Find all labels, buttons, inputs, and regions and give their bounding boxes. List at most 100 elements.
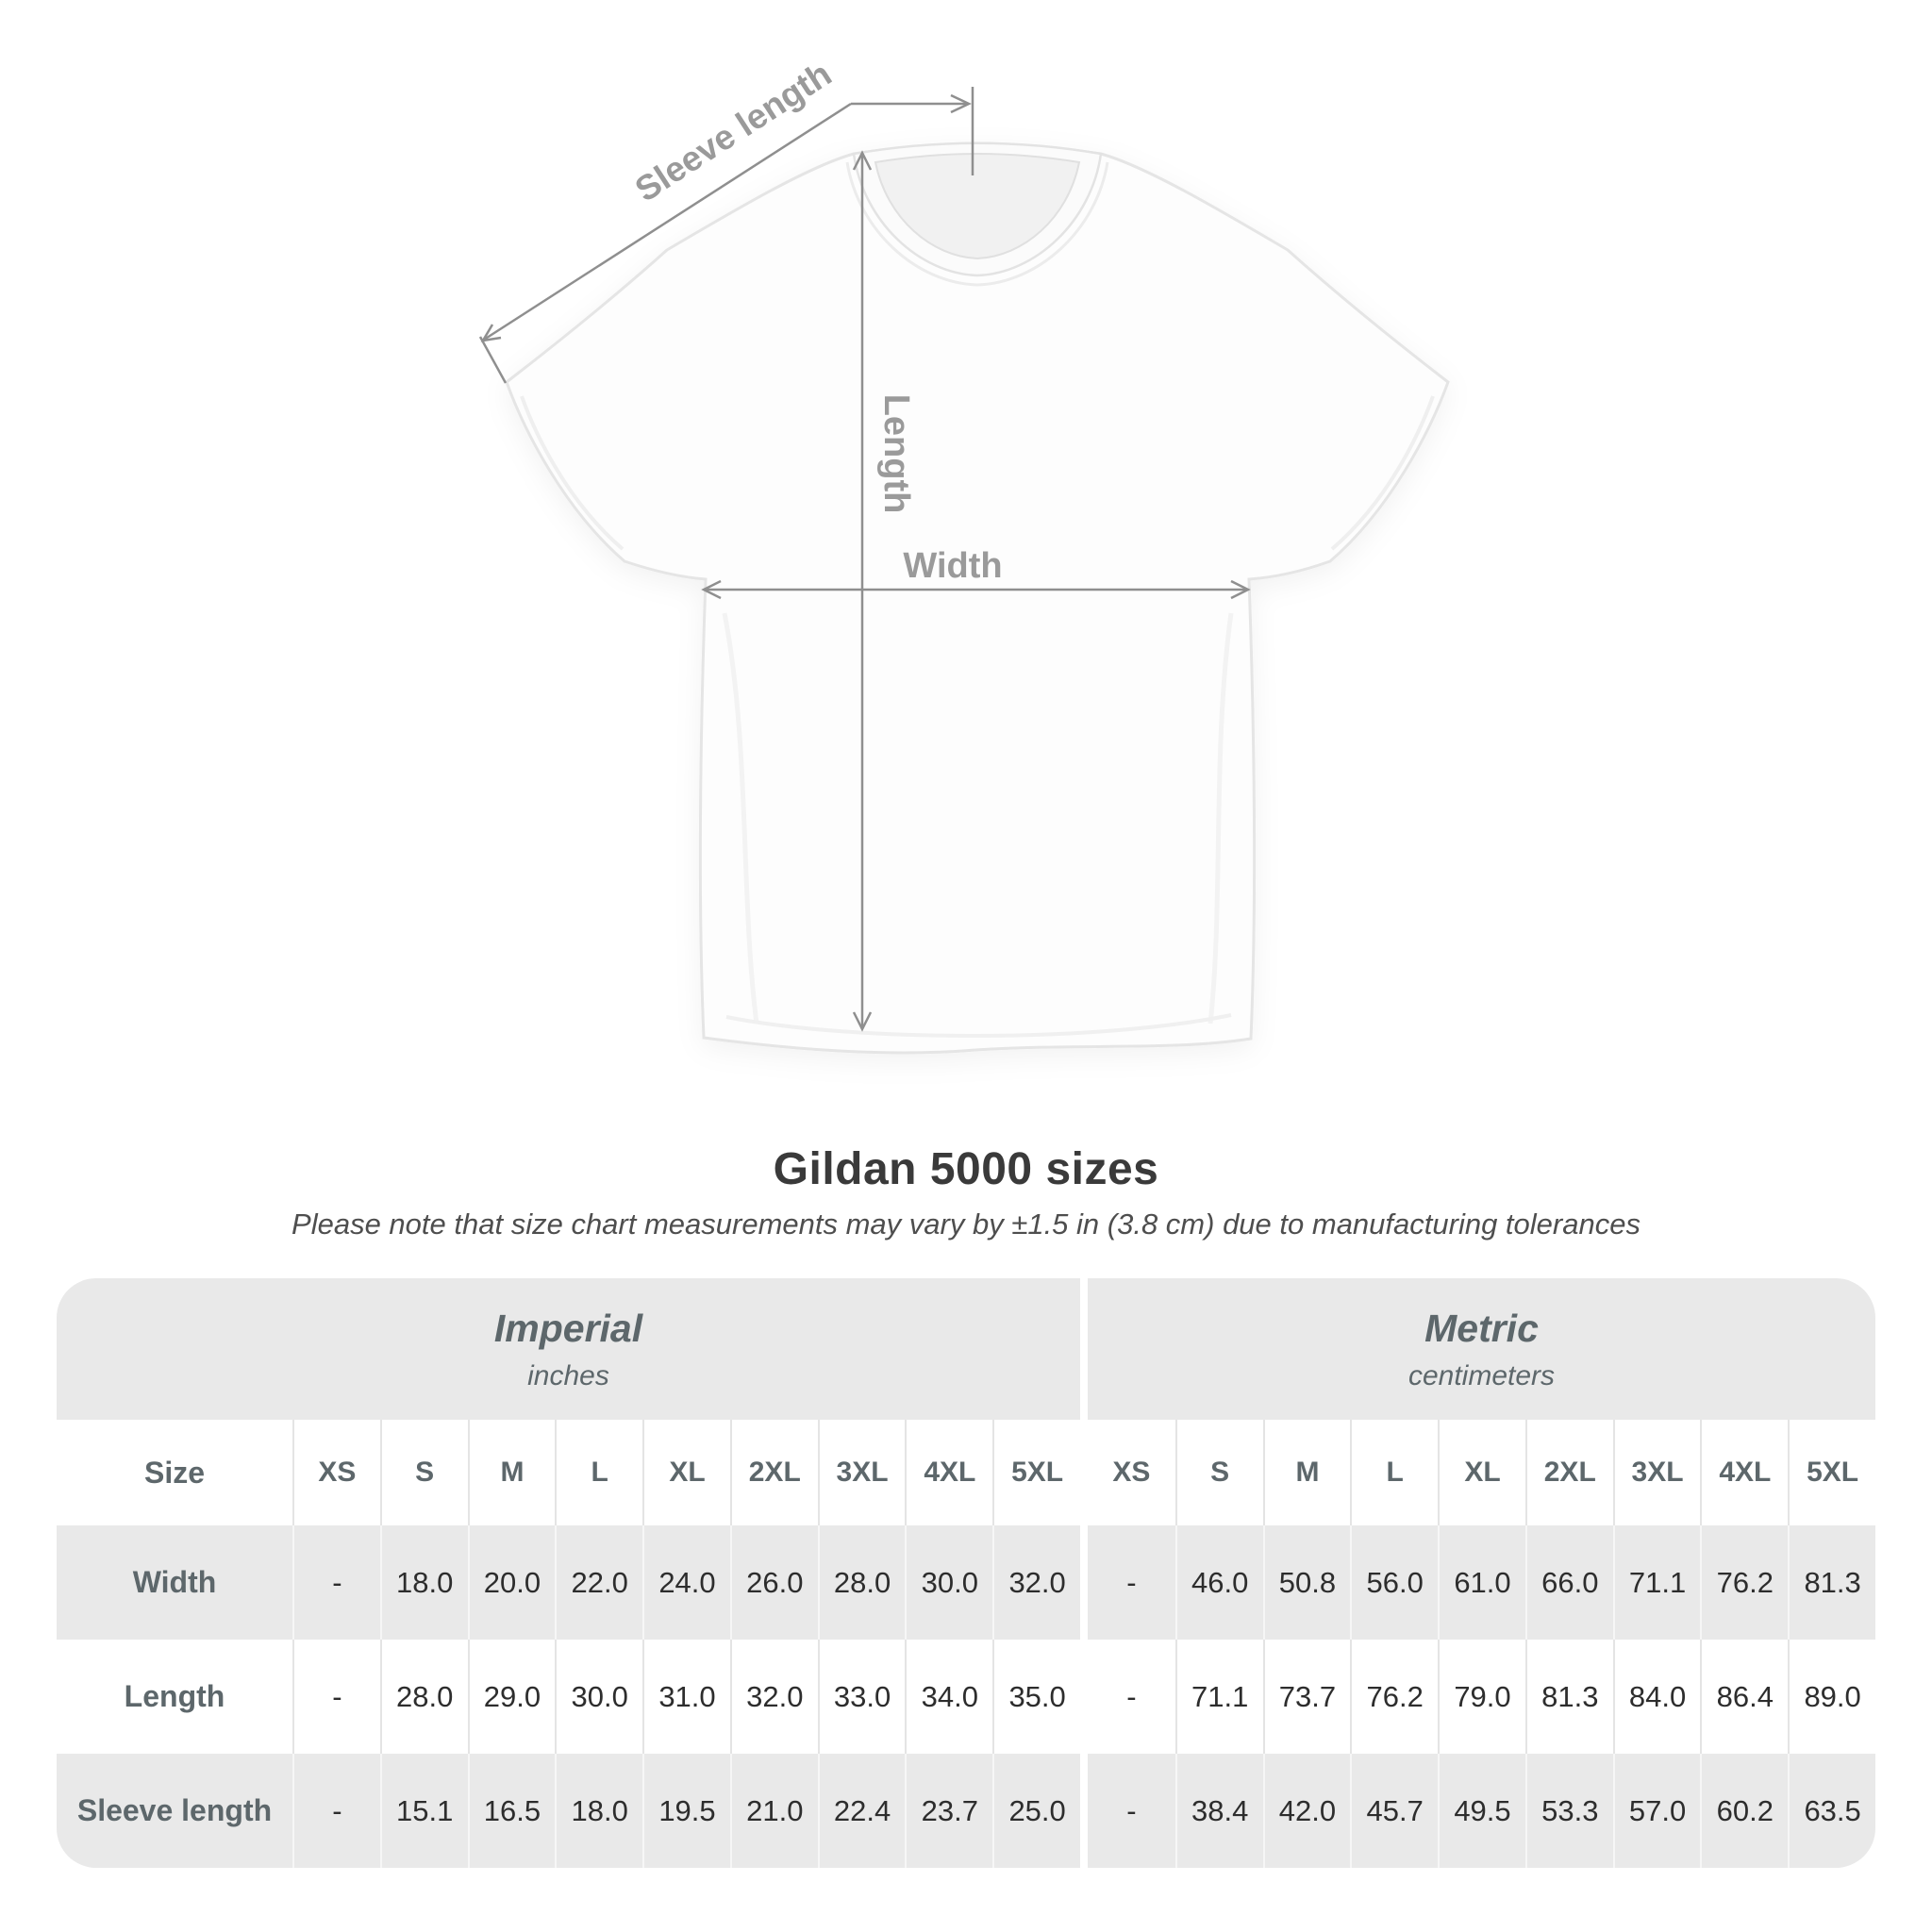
cell: 81.3 (1788, 1525, 1875, 1640)
col-header-imperial-2xl: 2XL (729, 1420, 818, 1525)
width-label: Width (903, 546, 1002, 586)
arrowhead-down-icon (852, 1011, 873, 1032)
size-header-row: Size XS S M L XL 2XL 3XL 4XL 5XL XS S M … (57, 1420, 1875, 1525)
cell: 86.4 (1700, 1640, 1788, 1754)
row-label-width: Width (132, 1565, 217, 1599)
table-row-length: Length - 28.0 29.0 30.0 31.0 32.0 33.0 3… (57, 1640, 1875, 1754)
cell: 28.0 (817, 1525, 906, 1640)
cell: 33.0 (817, 1640, 906, 1754)
cell: 57.0 (1612, 1754, 1701, 1868)
cell: 89.0 (1788, 1640, 1875, 1754)
cell: - (292, 1640, 380, 1754)
cell: 84.0 (1612, 1640, 1701, 1754)
cell: 25.0 (992, 1754, 1080, 1868)
cell: 34.0 (905, 1640, 992, 1754)
col-header-metric-xs: XS (1112, 1457, 1151, 1488)
cell: - (1126, 1679, 1137, 1713)
table-row-width: Width - 18.0 20.0 22.0 24.0 26.0 28.0 30… (57, 1525, 1875, 1640)
row-label-sleeve-length: Sleeve length (76, 1793, 273, 1827)
group-divider (1080, 1525, 1088, 1640)
cell: 28.0 (379, 1640, 468, 1754)
cell: 50.8 (1262, 1525, 1351, 1640)
col-header-metric-xl: XL (1438, 1420, 1525, 1525)
imperial-title: Imperial (493, 1306, 643, 1350)
cell: 21.0 (729, 1754, 818, 1868)
table-row-sleeve-length: Sleeve length - 15.1 16.5 18.0 19.5 21.0… (57, 1754, 1875, 1868)
col-header-metric-m: M (1262, 1420, 1351, 1525)
col-header-metric-4xl: 4XL (1700, 1420, 1788, 1525)
cell: 18.0 (555, 1754, 642, 1868)
cell: 32.0 (729, 1640, 818, 1754)
col-header-imperial-xs: XS (292, 1420, 380, 1525)
cell: 76.2 (1700, 1525, 1788, 1640)
tshirt-image (505, 142, 1450, 1055)
cell: 81.3 (1524, 1640, 1613, 1754)
cell: - (1126, 1793, 1137, 1827)
imperial-group-header: Imperial inches (57, 1278, 1080, 1420)
cell: 35.0 (992, 1640, 1080, 1754)
cell: 18.0 (379, 1525, 468, 1640)
cell: 16.5 (467, 1754, 556, 1868)
size-table: Imperial inches Metric centimeters Size … (57, 1278, 1875, 1868)
arrowhead-left-icon (701, 579, 722, 600)
cell: 32.0 (992, 1525, 1080, 1640)
group-divider (1080, 1754, 1088, 1868)
size-column-header: Size (143, 1455, 206, 1490)
col-header-metric-3xl: 3XL (1612, 1420, 1701, 1525)
col-header-metric-s: S (1174, 1420, 1263, 1525)
page-title: Gildan 5000 sizes (773, 1144, 1159, 1194)
cell: 73.7 (1262, 1640, 1351, 1754)
cell: 53.3 (1524, 1754, 1613, 1868)
cell: 76.2 (1350, 1640, 1438, 1754)
imperial-unit: inches (527, 1359, 609, 1391)
col-header-imperial-xl: XL (642, 1420, 730, 1525)
cell: 42.0 (1262, 1754, 1351, 1868)
cell: 79.0 (1438, 1640, 1525, 1754)
cell: 22.0 (555, 1525, 642, 1640)
cell: 31.0 (642, 1640, 730, 1754)
col-header-metric-l: L (1350, 1420, 1438, 1525)
sleeve-length-measure (478, 87, 974, 384)
cell: 24.0 (642, 1525, 730, 1640)
cell: 15.1 (379, 1754, 468, 1868)
length-label: Length (876, 394, 916, 514)
cell: 49.5 (1438, 1754, 1525, 1868)
cell: - (292, 1525, 380, 1640)
cell: 20.0 (467, 1525, 556, 1640)
col-header-metric-2xl: 2XL (1524, 1420, 1613, 1525)
cell: 30.0 (905, 1525, 992, 1640)
cell: 26.0 (729, 1525, 818, 1640)
width-measure (701, 579, 1251, 600)
cell: 45.7 (1350, 1754, 1438, 1868)
col-header-imperial-l: L (555, 1420, 642, 1525)
col-header-imperial-3xl: 3XL (817, 1420, 906, 1525)
group-divider (1080, 1420, 1088, 1525)
cell: 29.0 (467, 1640, 556, 1754)
cell: 66.0 (1524, 1525, 1613, 1640)
cell: 63.5 (1788, 1754, 1875, 1868)
tshirt-diagram: Sleeve length Length Width (478, 54, 1450, 1055)
metric-group-header: Metric centimeters (1088, 1278, 1875, 1420)
row-label-length: Length (124, 1679, 225, 1713)
cell: - (292, 1754, 380, 1868)
length-measure (852, 150, 873, 1032)
cell: - (1126, 1565, 1137, 1599)
cell: 60.2 (1700, 1754, 1788, 1868)
cell: 61.0 (1438, 1525, 1525, 1640)
cell: 38.4 (1174, 1754, 1263, 1868)
col-header-imperial-5xl: 5XL (992, 1420, 1080, 1525)
col-header-imperial-m: M (467, 1420, 556, 1525)
cell: 71.1 (1612, 1525, 1701, 1640)
cell: 23.7 (905, 1754, 992, 1868)
sleeve-extension-line (478, 336, 508, 384)
cell: 30.0 (555, 1640, 642, 1754)
arrowhead-up-icon (852, 150, 873, 171)
page-subtitle: Please note that size chart measurements… (291, 1208, 1641, 1241)
group-divider (1080, 1640, 1088, 1754)
arrowhead-right-icon (950, 93, 972, 114)
group-divider (1080, 1278, 1088, 1420)
arrowhead-right2-icon (1230, 579, 1251, 600)
cell: 71.1 (1174, 1640, 1263, 1754)
cell: 19.5 (642, 1754, 730, 1868)
